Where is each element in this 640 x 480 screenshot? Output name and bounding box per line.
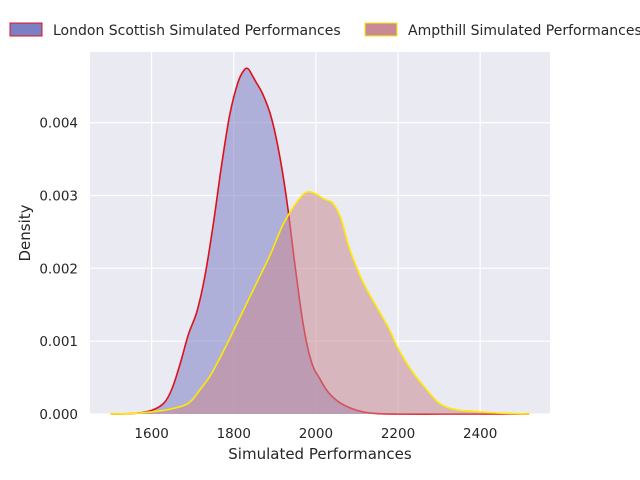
y-axis-label: Density — [16, 204, 34, 261]
x-tick-label: 2400 — [463, 426, 497, 442]
y-tick-label: 0.000 — [39, 407, 78, 423]
legend-swatch-london-scottish — [9, 22, 43, 37]
x-axis-label: Simulated Performances — [228, 445, 412, 463]
x-tick-labels: 1600 1800 2000 2200 2400 — [134, 426, 497, 442]
legend-swatch-ampthill — [364, 22, 398, 37]
y-tick-label: 0.004 — [39, 116, 78, 132]
x-tick-label: 2200 — [381, 426, 415, 442]
legend-label-london-scottish: London Scottish Simulated Performances — [53, 23, 341, 39]
density-line-ampthill — [110, 190, 530, 415]
x-tick-label: 2000 — [299, 426, 333, 442]
legend-label-ampthill: Ampthill Simulated Performances — [408, 23, 640, 39]
density-areas — [110, 67, 530, 415]
density-area-london-scottish — [110, 68, 530, 415]
y-tick-label: 0.002 — [39, 261, 78, 277]
y-tick-label: 0.001 — [39, 334, 78, 350]
y-tick-labels: 0.000 0.001 0.002 0.003 0.004 — [39, 116, 78, 423]
y-tick-label: 0.003 — [39, 188, 78, 204]
x-tick-label: 1800 — [217, 426, 251, 442]
density-area-ampthill — [110, 191, 530, 414]
x-tick-label: 1600 — [134, 426, 168, 442]
legend: London Scottish Simulated Performances A… — [9, 22, 640, 39]
